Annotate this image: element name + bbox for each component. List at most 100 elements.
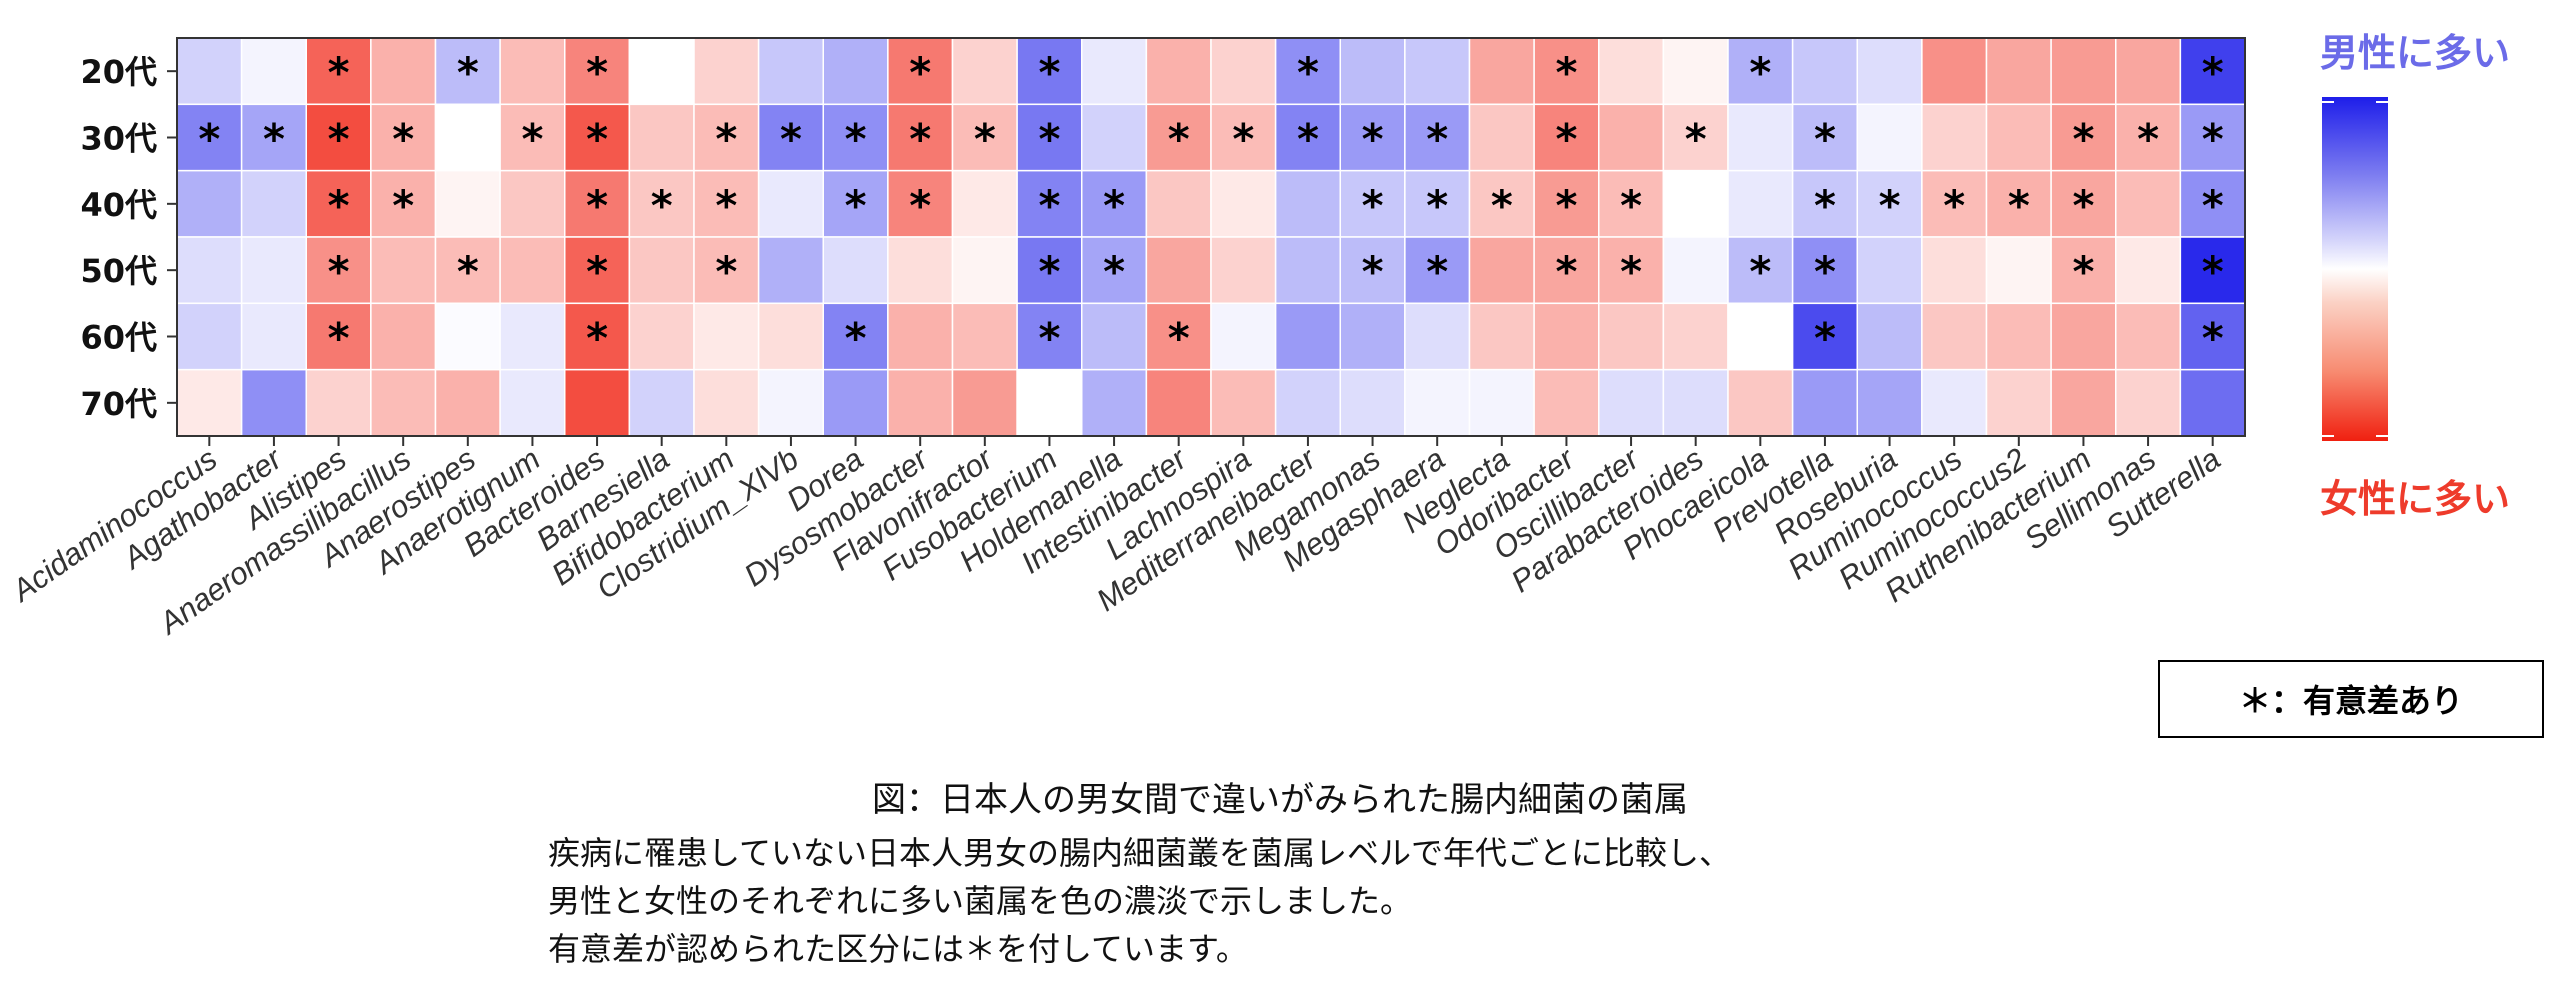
- heatmap-cell: [1985, 302, 2052, 371]
- heatmap-cell: [887, 236, 954, 305]
- color-scale-tick: [2376, 435, 2388, 437]
- significance-mark: *: [715, 247, 737, 296]
- significance-mark: *: [1362, 181, 1384, 230]
- heatmap-cell: [1598, 103, 1665, 172]
- heatmap-cell: [305, 103, 372, 172]
- significance-legend: ＊：有意差あり: [2158, 660, 2544, 738]
- heatmap-cell: [822, 169, 889, 238]
- heatmap-cell: [1339, 368, 1406, 437]
- heatmap-cell: [1856, 103, 1923, 172]
- heatmap-cell: [1921, 37, 1988, 106]
- heatmap-cell: [1468, 169, 1535, 238]
- significance-mark: *: [1038, 115, 1060, 164]
- significance-mark: *: [2008, 181, 2030, 230]
- significance-mark: *: [1426, 115, 1448, 164]
- heatmap-cell: [1662, 169, 1729, 238]
- heatmap-cell: [370, 302, 437, 371]
- significance-mark: *: [1038, 181, 1060, 230]
- significance-mark: *: [1685, 115, 1707, 164]
- heatmap-cell: [564, 103, 631, 172]
- heatmap-cell: [499, 368, 566, 437]
- significance-mark: *: [1814, 115, 1836, 164]
- heatmap-cell: [564, 37, 631, 106]
- significance-mark: *: [1038, 314, 1060, 363]
- heatmap-cell: [240, 236, 307, 305]
- significance-mark: *: [1232, 115, 1254, 164]
- heatmap-cell: [2050, 103, 2117, 172]
- significance-mark: *: [1620, 181, 1642, 230]
- heatmap-cell: [1856, 37, 1923, 106]
- heatmap-cell: [2179, 302, 2246, 371]
- heatmap-cell: [1339, 37, 1406, 106]
- heatmap-cell: [1210, 37, 1277, 106]
- significance-mark: *: [1814, 314, 1836, 363]
- row-label: 50代: [80, 252, 157, 290]
- significance-mark: *: [651, 181, 673, 230]
- heatmap-cell: [1404, 169, 1471, 238]
- significance-mark: *: [1426, 181, 1448, 230]
- significance-mark: *: [1297, 115, 1319, 164]
- significance-mark: *: [909, 48, 931, 97]
- significance-mark: *: [1168, 115, 1190, 164]
- heatmap-cell: [240, 302, 307, 371]
- significance-mark: *: [780, 115, 802, 164]
- heatmap-cell: [1856, 302, 1923, 371]
- significance-mark: *: [2202, 247, 2224, 296]
- heatmap-cell: [1727, 37, 1794, 106]
- significance-mark: *: [392, 115, 414, 164]
- heatmap-cell: [1339, 236, 1406, 305]
- heatmap-cell: [1404, 37, 1471, 106]
- heatmap-cell: [1598, 302, 1665, 371]
- heatmap-cell: [1274, 236, 1341, 305]
- heatmap-cell: [305, 368, 372, 437]
- heatmap-cell: [822, 236, 889, 305]
- heatmap-cell: [1274, 169, 1341, 238]
- significance-mark: *: [1749, 48, 1771, 97]
- heatmap-cell: [1533, 169, 1600, 238]
- significance-mark: *: [1555, 48, 1577, 97]
- heatmap-cell: [370, 368, 437, 437]
- heatmap-cell: [176, 37, 243, 106]
- color-scale-tick: [2376, 101, 2388, 103]
- significance-mark: *: [715, 115, 737, 164]
- color-scale-bar: [2322, 97, 2388, 441]
- heatmap-cell: [1016, 368, 1083, 437]
- heatmap-cell: [1210, 302, 1277, 371]
- heatmap-cell: [693, 236, 760, 305]
- heatmap-cell: [693, 103, 760, 172]
- heatmap-cell: [757, 103, 824, 172]
- significance-mark: *: [1814, 247, 1836, 296]
- row-label: 30代: [80, 120, 157, 158]
- significance-mark: *: [909, 181, 931, 230]
- significance-mark: *: [1362, 247, 1384, 296]
- heatmap-cell: [1921, 169, 1988, 238]
- heatmap-cell: [2050, 302, 2117, 371]
- heatmap-cell: [1985, 236, 2052, 305]
- heatmap-cell: [1921, 302, 1988, 371]
- color-scale-tick: [2322, 435, 2334, 437]
- heatmap-cell: [176, 169, 243, 238]
- heatmap-cell: [434, 103, 501, 172]
- heatmap-cell: [822, 103, 889, 172]
- heatmap-cell: [1727, 169, 1794, 238]
- significance-mark: *: [2072, 115, 2094, 164]
- heatmap-cell: [434, 368, 501, 437]
- heatmap-cell: [822, 37, 889, 106]
- heatmap-cell: [564, 368, 631, 437]
- heatmap-cell: [887, 103, 954, 172]
- significance-mark: *: [2137, 115, 2159, 164]
- significance-mark: *: [715, 181, 737, 230]
- heatmap-cell: [434, 302, 501, 371]
- heatmap-cell: [1791, 103, 1858, 172]
- heatmap-cell: [1662, 236, 1729, 305]
- heatmap-cell: [1210, 169, 1277, 238]
- heatmap-cell: [240, 37, 307, 106]
- heatmap-cell: [951, 37, 1018, 106]
- significance-mark: *: [1555, 115, 1577, 164]
- significance-mark: *: [263, 115, 285, 164]
- heatmap-cell: [1404, 103, 1471, 172]
- figure-caption-line-2: 男性と女性のそれぞれに多い菌属を色の濃淡で示しました。: [548, 882, 1413, 920]
- figure-caption-title: 図：日本人の男女間で違いがみられた腸内細菌の菌属: [872, 780, 1688, 820]
- heatmap-cell: [628, 103, 695, 172]
- figure-caption-line-1: 疾病に罹患していない日本人男女の腸内細菌叢を菌属レベルで年代ごとに比較し、: [548, 834, 1732, 872]
